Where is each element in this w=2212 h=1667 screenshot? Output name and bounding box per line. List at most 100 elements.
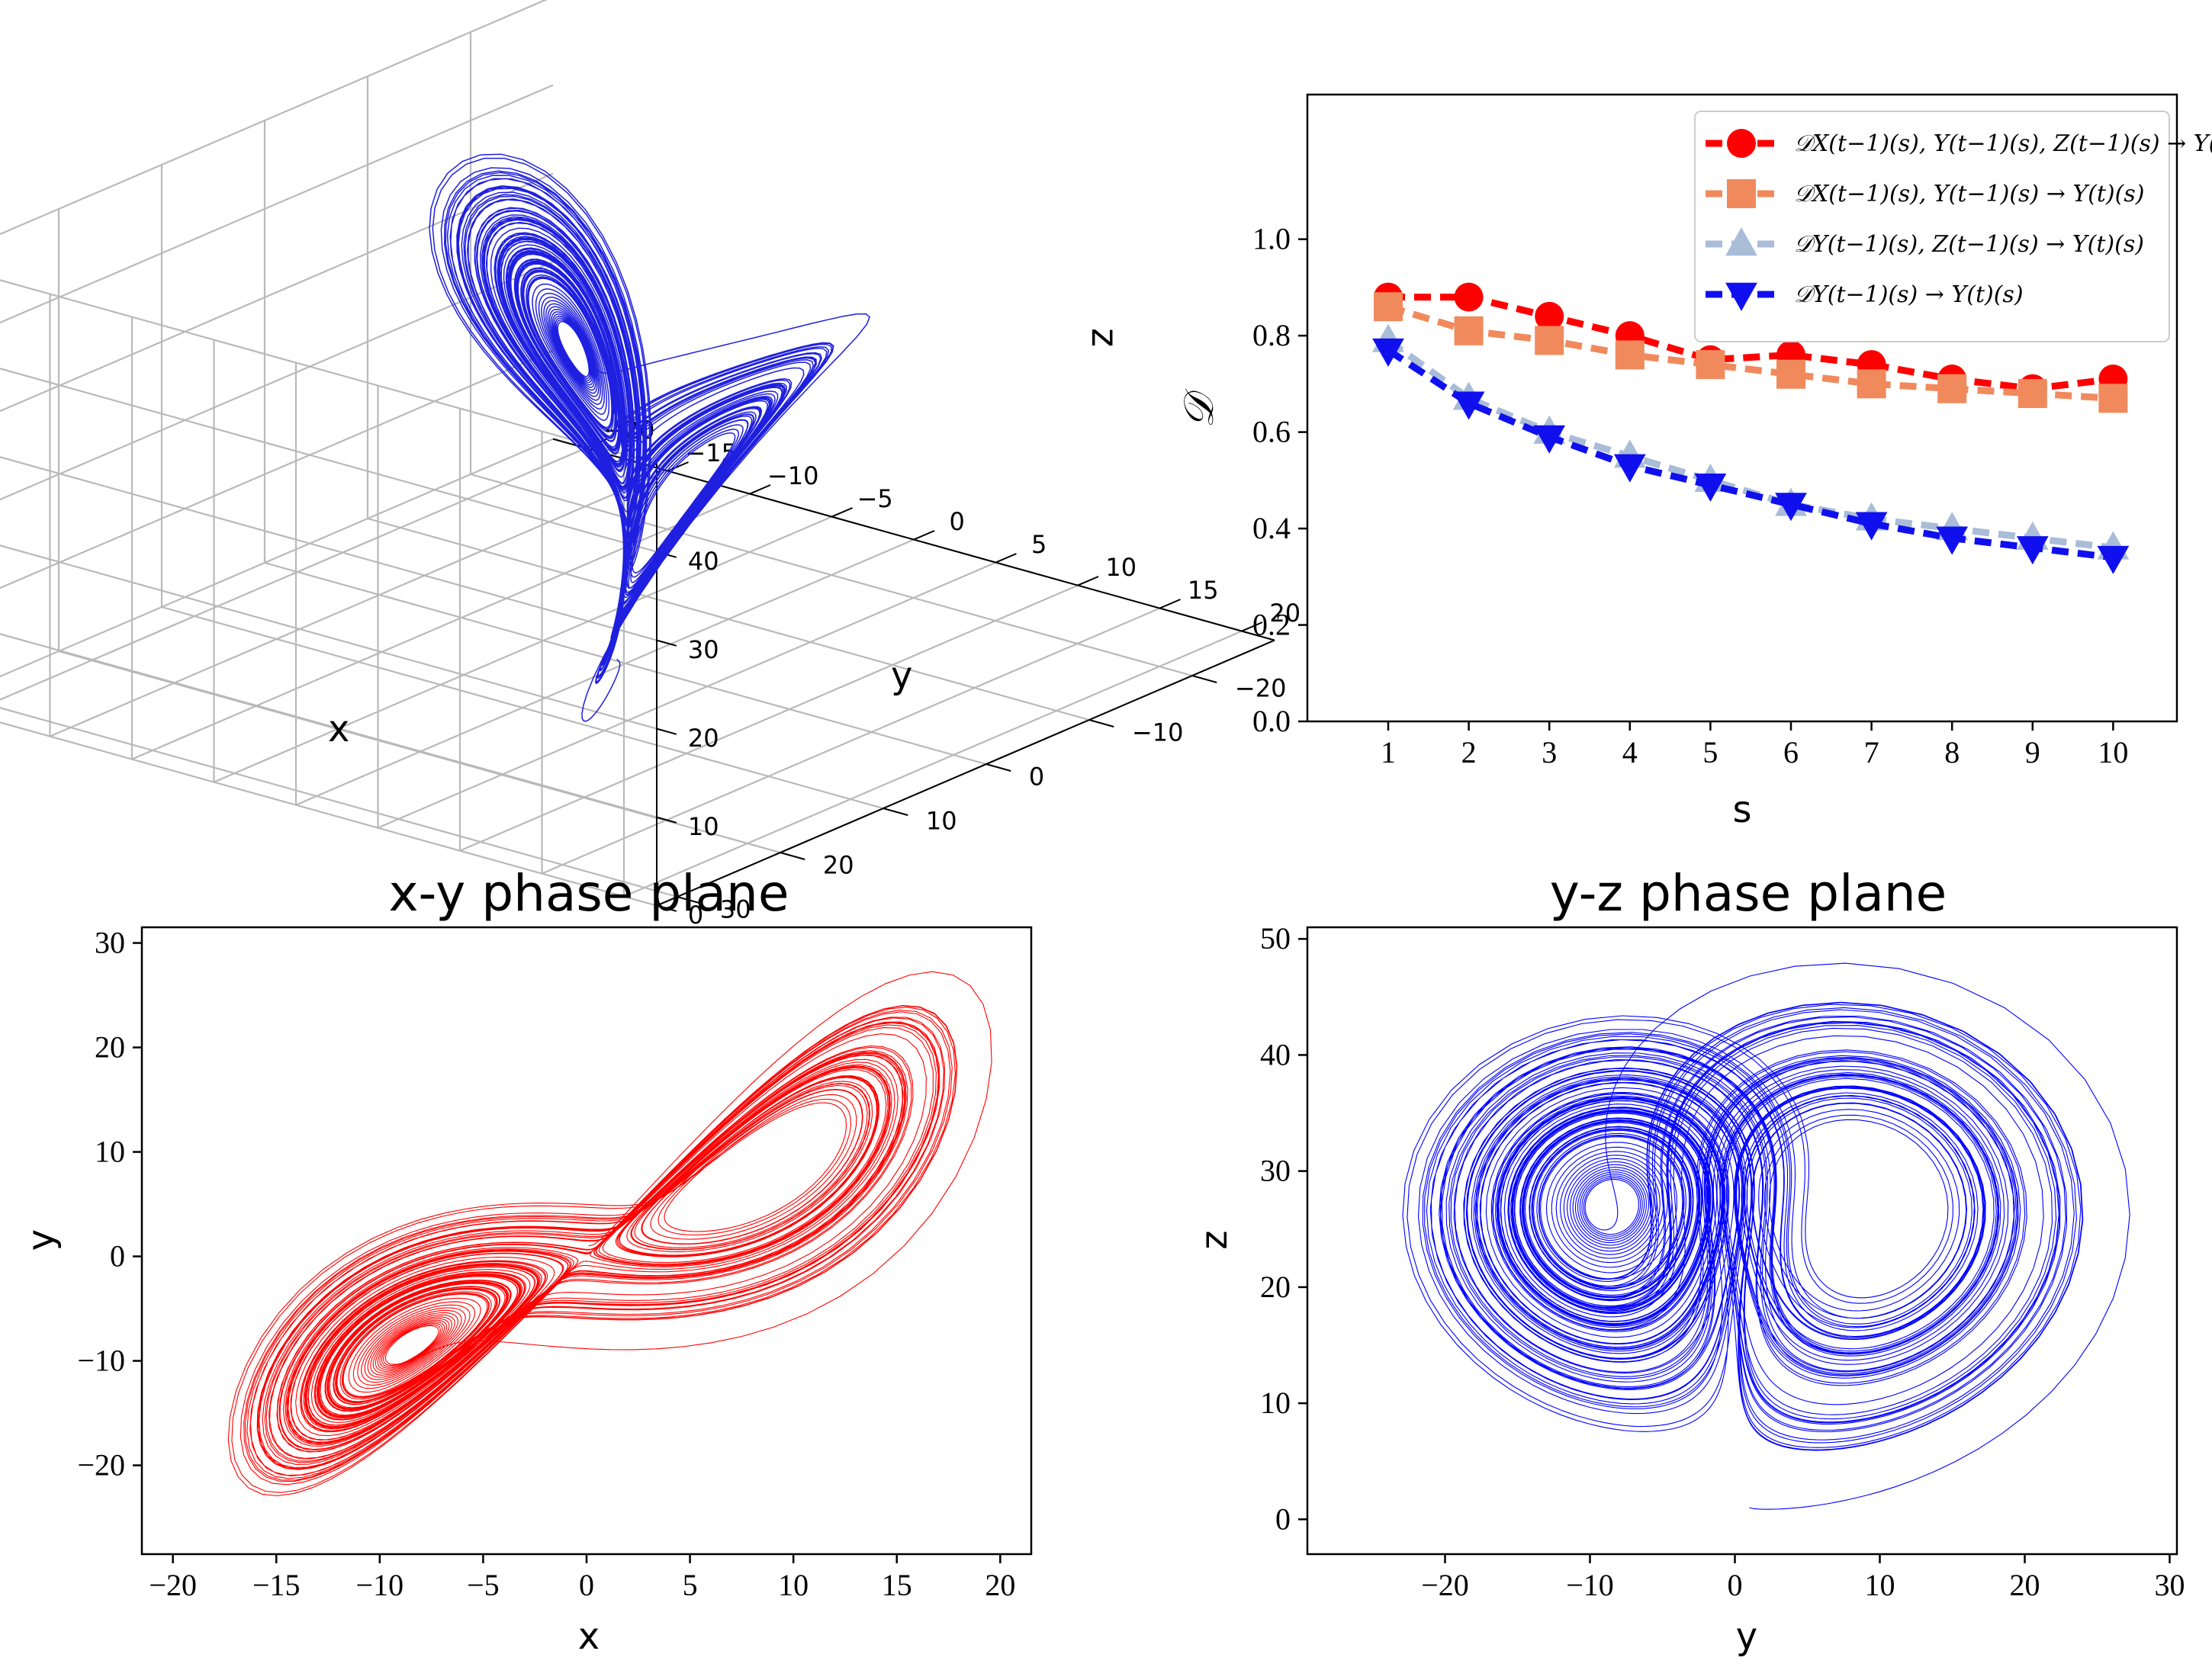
- y-tick-label: 0.2: [1252, 608, 1291, 642]
- legend-label: 𝒟Y(t−1)(s), Z(t−1)(s) → Y(t)(s): [1794, 231, 2144, 258]
- series-line: [1386, 347, 2114, 561]
- xy-phase-trajectory: [227, 971, 992, 1497]
- legend-box: [1694, 111, 2170, 342]
- lorenz-3d-panel: −20−15−10−505101520−20−10010203001020304…: [0, 0, 1301, 930]
- grid-line: [0, 447, 587, 701]
- y-tick-label: 50: [1260, 921, 1291, 956]
- y-axis-label-xy: y: [20, 1229, 63, 1251]
- y-tick-label: 0.8: [1252, 318, 1291, 352]
- legend-items: 𝒟X(t−1)(s), Y(t−1)(s), Z(t−1)(s) → Y(t)(…: [1706, 129, 2212, 311]
- marker-triangle-down: [1372, 338, 1404, 367]
- x-tick-label: 1: [1381, 735, 1396, 769]
- x-axis-label-3d: x: [328, 708, 349, 750]
- x-tick-label: 10: [778, 1568, 809, 1602]
- x-axis-label-xy: x: [578, 1615, 600, 1658]
- x-tick-label: 7: [1864, 735, 1879, 769]
- x-tick-3d: [1241, 622, 1263, 632]
- marker-triangle-up: [1725, 227, 1757, 256]
- x-tick-label: 4: [1622, 735, 1638, 769]
- x-tick-label-3d: −5: [857, 484, 893, 513]
- grid-line: [214, 516, 832, 783]
- grid-line: [0, 368, 657, 553]
- x-tick-label: 5: [1702, 735, 1718, 769]
- x-tick-label: −20: [1421, 1568, 1469, 1602]
- marker-square: [1857, 369, 1886, 399]
- marker-circle: [1727, 129, 1756, 158]
- ticks-3d: −20−15−10−505101520−20−10010203001020304…: [552, 416, 1301, 930]
- x-tick-label: −10: [356, 1568, 404, 1602]
- marker-triangle-down: [2097, 545, 2130, 574]
- grid-line: [0, 84, 554, 324]
- marker-square: [1615, 340, 1645, 370]
- grid-line: [161, 605, 884, 810]
- marker-triangle-down: [1936, 526, 1969, 555]
- x-tick-3d: [831, 507, 853, 518]
- marker-circle: [1454, 282, 1484, 312]
- x-tick-label-3d: 0: [950, 507, 965, 536]
- y-tick-3d: [677, 896, 703, 904]
- series-line: [1388, 294, 2114, 393]
- y-tick-label: 0: [110, 1239, 125, 1274]
- x-tick-3d: [1159, 599, 1181, 609]
- marker-triangle-down: [1533, 425, 1566, 454]
- x-tick-label: 10: [2098, 735, 2128, 769]
- z-tick-label-3d: 0: [688, 901, 703, 930]
- x-tick-label: −15: [252, 1568, 301, 1602]
- marker-square: [1696, 350, 1725, 380]
- y-tick-label: 0.4: [1252, 511, 1291, 545]
- y-tick-label: 0.0: [1252, 704, 1291, 738]
- yz-title: y-z phase plane: [1550, 864, 1947, 923]
- y-axis-label-yz: z: [1193, 1230, 1236, 1249]
- y-tick-label-3d: −20: [1235, 674, 1287, 703]
- ticks-xy: −20 −15 −10 −5 0 5 10 15 20 −20 −10 0 10 20 30: [77, 926, 1015, 1602]
- x-axis-label-d: s: [1732, 789, 1751, 831]
- marker-square: [1374, 292, 1403, 322]
- z-tick-label-3d: 10: [688, 812, 719, 841]
- grid-line: [378, 561, 996, 829]
- x-tick-label: −10: [1566, 1568, 1614, 1602]
- marker-square: [1776, 359, 1805, 389]
- x-tick-3d: [913, 530, 935, 541]
- y-tick-label: 40: [1260, 1037, 1291, 1071]
- x-tick-label: 15: [882, 1568, 912, 1602]
- x-tick-label-3d: 5: [1031, 530, 1047, 559]
- x-tick-label-3d: 15: [1188, 576, 1219, 605]
- grid-line: [623, 630, 1243, 898]
- y-tick-3d: [985, 763, 1011, 772]
- marker-triangle-down: [1775, 493, 1807, 522]
- x-tick-label: 0: [1728, 1568, 1743, 1602]
- x-tick-label: 5: [683, 1568, 698, 1602]
- x-tick-label: 3: [1542, 735, 1557, 769]
- grid-line: [50, 470, 668, 737]
- grid-line: [0, 707, 678, 898]
- plot-frame: [1306, 926, 2178, 1556]
- ticks-d: 1 2 3 4 5 6 7 8 9 10 0.0 0.2 0.4 0.6 0.8 1.0: [1252, 222, 2128, 769]
- y-tick-3d: [780, 852, 805, 860]
- grid-line: [58, 650, 781, 854]
- x-tick-label: 8: [1944, 735, 1960, 769]
- yz-phase-panel: y-z phase plane −20 −10 0 10 20 30 0 10 20 30 40 50…: [1193, 864, 2185, 1658]
- x-tick-label: 6: [1783, 735, 1799, 769]
- x-tick-label: 0: [579, 1568, 594, 1602]
- grid-line: [542, 607, 1160, 875]
- marker-triangle-down: [1452, 391, 1485, 420]
- grid-line: [0, 456, 657, 641]
- grid-line: [367, 517, 1090, 721]
- marker-triangle-down: [2016, 536, 2049, 565]
- marker-square: [1535, 326, 1564, 355]
- z-tick-label-3d: 20: [688, 724, 719, 753]
- y-tick-3d: [883, 808, 908, 816]
- x-tick-3d: [749, 484, 771, 495]
- y-tick-label: 30: [1260, 1154, 1291, 1188]
- grid-line: [0, 721, 657, 907]
- z-tick-3d: [656, 728, 677, 735]
- y-tick-3d: [1088, 719, 1114, 728]
- x-tick-label-3d: 20: [1269, 599, 1301, 628]
- y-tick-label-3d: 30: [720, 895, 751, 924]
- series-line: [1387, 303, 2114, 402]
- grid-line: [470, 473, 1193, 677]
- x-tick-3d: [1077, 576, 1099, 586]
- xy-title: x-y phase plane: [388, 864, 789, 923]
- z-tick-label-3d: 30: [688, 635, 719, 664]
- lorenz-3d-trajectory: [429, 153, 870, 722]
